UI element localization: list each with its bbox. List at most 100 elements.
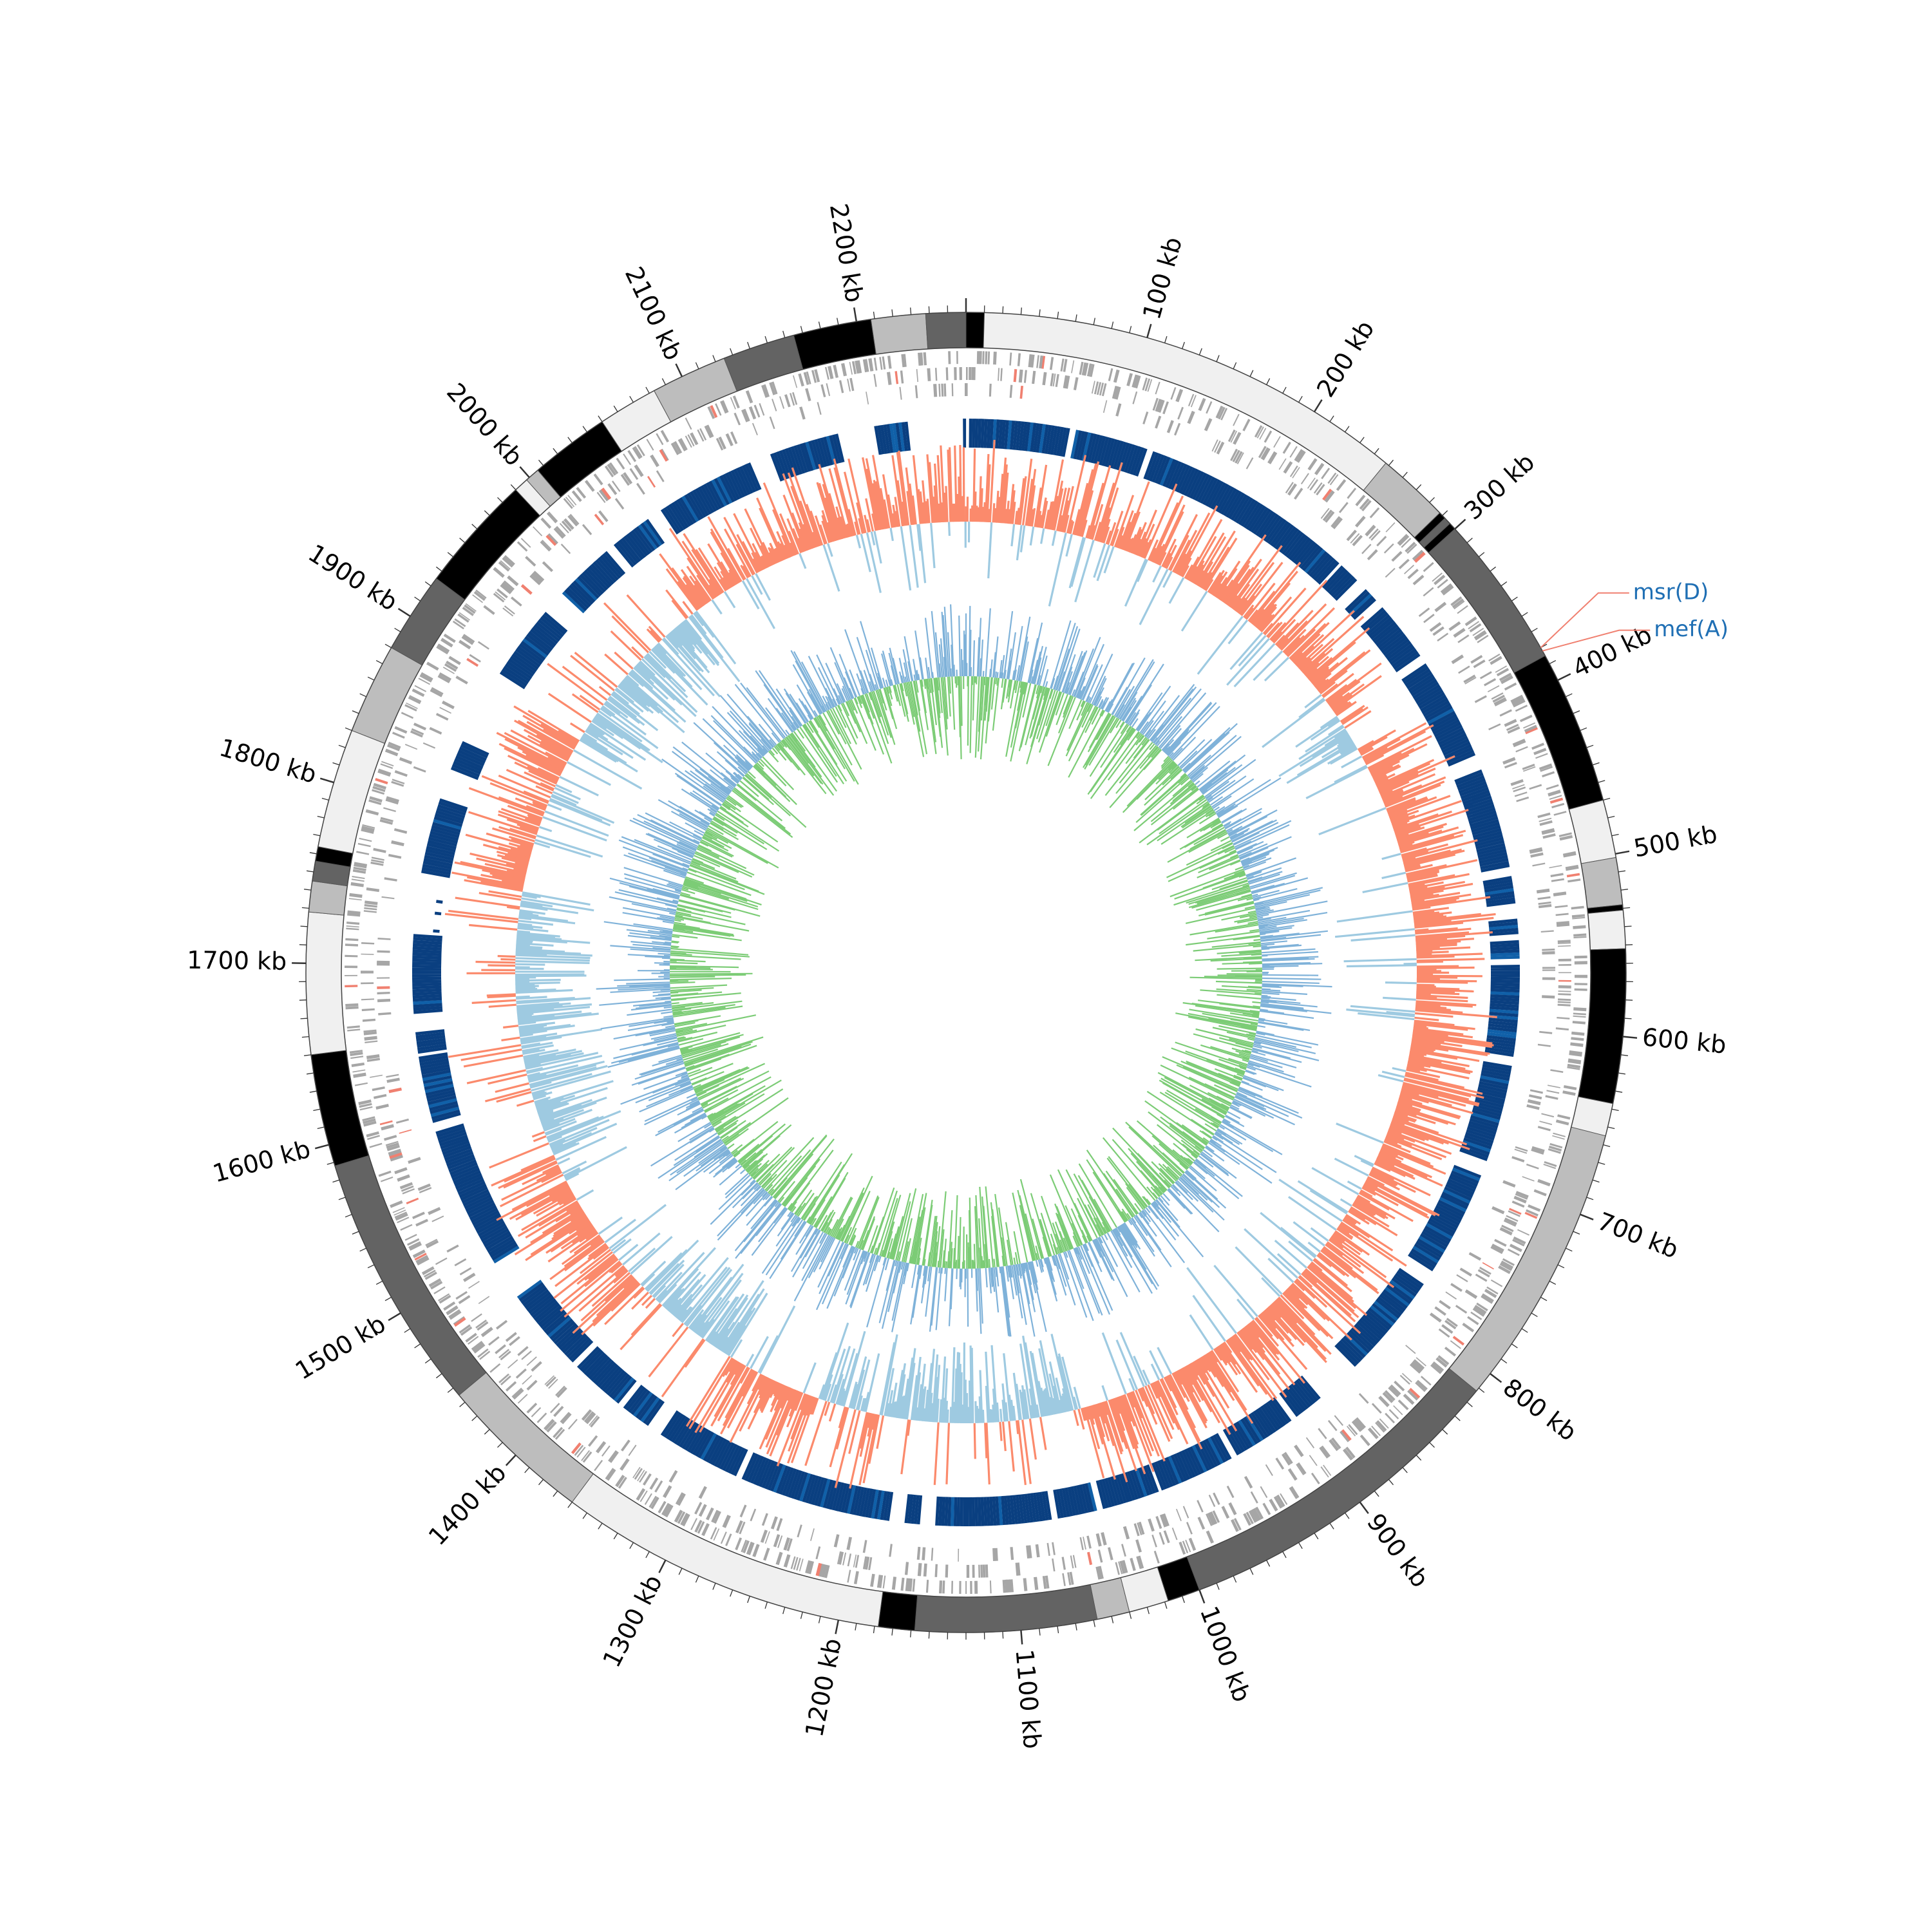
blast-hit xyxy=(1418,1235,1445,1253)
blast-hit xyxy=(640,1397,660,1423)
gc-content-low xyxy=(527,1072,540,1077)
gc-content-high xyxy=(1264,1309,1276,1321)
gc-content-high xyxy=(1035,464,1048,527)
gc-skew-positive xyxy=(1248,1060,1284,1073)
blast-hit xyxy=(478,1220,505,1237)
gc-content-high xyxy=(739,1376,768,1432)
gc-content-low xyxy=(1186,1267,1237,1334)
gc-content-high xyxy=(1190,560,1205,583)
gc-content-high xyxy=(1362,1185,1399,1207)
gc-content-high xyxy=(768,552,776,565)
blast-hit xyxy=(983,1497,988,1526)
blast-hit xyxy=(515,648,541,668)
gc-content-high xyxy=(1308,627,1370,681)
gc-content-high xyxy=(1358,729,1396,752)
gene-feature xyxy=(1477,634,1489,643)
gc-skew-negative xyxy=(1180,806,1212,828)
gene-feature xyxy=(442,667,455,674)
major-tick xyxy=(835,1620,840,1634)
gene-feature xyxy=(455,1291,468,1300)
gene-feature xyxy=(457,613,469,623)
blast-hit xyxy=(770,453,784,482)
gc-content-high xyxy=(1130,1391,1143,1419)
gc-skew-positive xyxy=(1255,901,1287,910)
blast-hit xyxy=(820,437,831,466)
gc-skew-positive xyxy=(1257,918,1271,922)
gc-content-high xyxy=(824,497,839,541)
gene-feature xyxy=(1049,357,1054,370)
blast-hit xyxy=(1352,598,1376,620)
gc-content-high xyxy=(1091,504,1104,540)
gc-content-high xyxy=(1198,572,1209,587)
blast-hit xyxy=(433,929,440,933)
gc-content-high xyxy=(1333,701,1349,713)
gc-content-high xyxy=(542,1208,583,1235)
blast-hit xyxy=(956,1497,960,1526)
gene-feature xyxy=(1457,634,1470,643)
gc-skew-negative xyxy=(1247,921,1258,924)
gc-skew-positive xyxy=(1061,654,1076,693)
gc-content-high xyxy=(1044,509,1050,529)
gc-content-low xyxy=(936,1398,940,1423)
gene-feature xyxy=(408,1241,421,1249)
gc-content-high xyxy=(1399,1096,1423,1105)
gene-feature xyxy=(1067,1572,1072,1586)
gc-content-high xyxy=(938,503,942,523)
gc-content-low xyxy=(676,1256,729,1320)
gc-content-high xyxy=(1414,1019,1455,1027)
blast-hit xyxy=(1184,1448,1199,1477)
minor-tick xyxy=(891,1628,893,1636)
gc-content-high xyxy=(1414,1024,1427,1028)
gc-content-low xyxy=(677,1309,688,1321)
gc-skew-negative xyxy=(1000,678,1007,710)
gene-feature xyxy=(426,1240,439,1249)
gc-content-high xyxy=(696,574,715,600)
gene-feature xyxy=(824,1565,830,1578)
blast-hit xyxy=(1081,432,1092,462)
gene-feature xyxy=(400,1224,413,1231)
gc-content-high xyxy=(1404,853,1456,868)
gene-feature xyxy=(1282,441,1291,454)
gene-feature xyxy=(720,1531,727,1544)
blast-hit xyxy=(1458,781,1487,794)
gc-content-high xyxy=(1411,897,1459,907)
blast-hit xyxy=(1143,451,1157,480)
major-tick xyxy=(1198,1589,1206,1604)
gc-content-high xyxy=(1398,826,1459,846)
blast-hit xyxy=(1486,1041,1515,1048)
blast-hit xyxy=(1441,1191,1470,1207)
blast-hit xyxy=(566,1336,589,1358)
blast-hit xyxy=(714,1439,730,1467)
gc-content-high xyxy=(1164,544,1177,569)
gene-feature xyxy=(1259,428,1267,440)
gc-content-high xyxy=(1304,662,1320,676)
gc-content-high xyxy=(1125,538,1132,552)
gc-content-high xyxy=(1391,814,1416,825)
minor-tick xyxy=(818,321,821,329)
blast-hit xyxy=(537,619,562,640)
gene-feature xyxy=(1409,1363,1421,1374)
gc-content-high xyxy=(1414,916,1494,927)
blast-hit xyxy=(609,1374,630,1398)
gc-content-high xyxy=(1130,526,1142,553)
gene-feature xyxy=(1474,695,1487,703)
gc-content-low xyxy=(515,973,585,976)
gc-skew-negative xyxy=(969,676,973,753)
gc-content-high xyxy=(1398,840,1415,848)
gc-skew-negative xyxy=(1026,688,1050,764)
gc-content-high xyxy=(1280,1294,1305,1320)
gene-feature xyxy=(958,1548,960,1562)
gc-skew-positive xyxy=(1008,632,1016,679)
gc-content-low xyxy=(864,1353,880,1412)
gc-content-high xyxy=(463,1054,524,1068)
gene-feature xyxy=(1231,1519,1239,1532)
gc-content-low xyxy=(604,1218,636,1244)
gene-feature xyxy=(1502,1258,1515,1266)
gene-feature xyxy=(1467,1316,1479,1325)
gc-content-high xyxy=(520,1187,571,1216)
gene-feature xyxy=(402,1188,415,1195)
blast-hit xyxy=(1490,1000,1519,1005)
gc-content-low xyxy=(1057,1353,1074,1411)
gene-feature xyxy=(1269,452,1278,464)
gene-feature xyxy=(1026,1545,1030,1558)
